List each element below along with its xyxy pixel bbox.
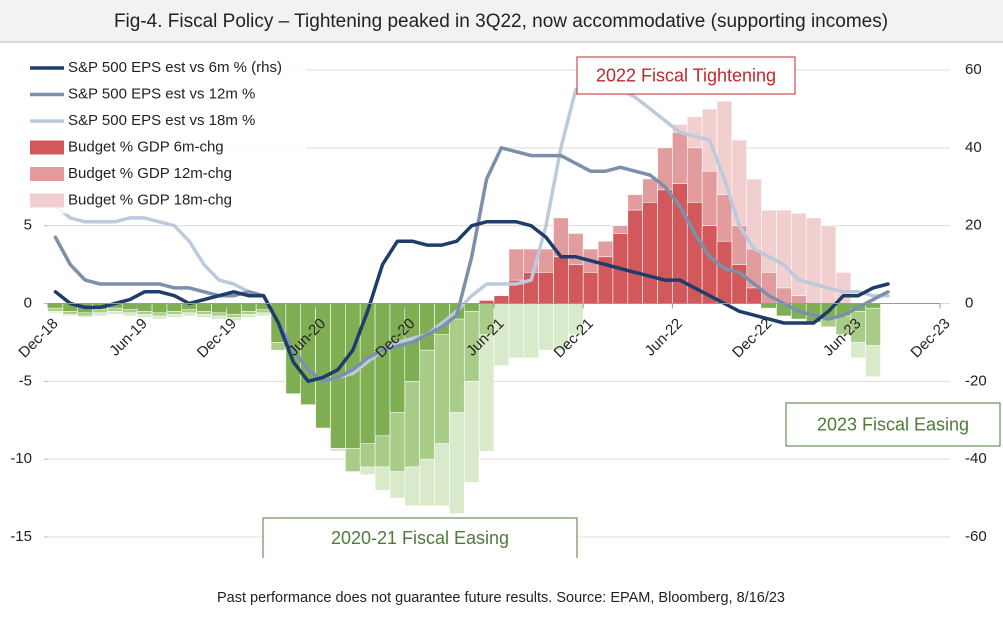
annotation-box <box>262 517 578 558</box>
bar <box>196 303 212 312</box>
bar <box>151 303 168 314</box>
line <box>53 220 890 384</box>
bar <box>627 209 643 304</box>
annotations: 2022 Fiscal Tightening 2023 Fiscal Easing… <box>262 56 1001 558</box>
footer: Past performance does not guarantee futu… <box>217 590 785 606</box>
x-tick-label: Jun-22 <box>642 315 686 359</box>
legend: S&P 500 EPS est vs 6m % (rhs) S&P 500 EPS… <box>26 56 306 214</box>
x-tick-label: Dec-22 <box>729 315 775 361</box>
annotation-bg <box>263 518 577 558</box>
y2-tick-label: -40 <box>965 450 987 467</box>
y-tick-label: -15 <box>10 528 32 545</box>
bar <box>493 295 510 304</box>
bar <box>136 303 153 312</box>
y2-tick-label: 60 <box>965 61 982 78</box>
bar <box>761 303 777 309</box>
legend-label: Budget % GDP 18m-chg <box>68 191 232 208</box>
bar <box>240 303 257 312</box>
legend-label: S&P 500 EPS est vs 6m % (rhs) <box>68 59 282 76</box>
legend-bg <box>26 82 306 108</box>
bar <box>642 202 658 304</box>
bar <box>211 303 227 314</box>
annotation-box <box>785 402 1001 447</box>
legend-label: Budget % GDP 12m-chg <box>68 165 232 182</box>
y-tick-label: 0 <box>24 294 32 311</box>
legend-label: S&P 500 EPS est vs 18m % <box>68 112 255 129</box>
x-tick-label: Dec-18 <box>15 315 61 361</box>
annotation-text: 2022 Fiscal Tightening <box>596 65 776 85</box>
bar <box>538 303 554 351</box>
x-tick-label: Dec-23 <box>907 315 953 361</box>
bar <box>553 256 569 304</box>
bar <box>538 272 554 304</box>
bar <box>508 303 525 359</box>
bar <box>657 189 673 304</box>
y-tick-label: -10 <box>10 450 32 467</box>
legend-label: S&P 500 EPS est vs 12m % <box>68 85 255 102</box>
annotation-text: 2023 Fiscal Easing <box>817 414 969 434</box>
x-tick-label: Jun-19 <box>106 315 150 359</box>
bar <box>865 303 881 346</box>
y2-tick-label: 0 <box>965 294 973 311</box>
bar <box>122 303 138 311</box>
line <box>53 146 890 384</box>
bar <box>419 303 435 351</box>
bar <box>805 217 822 304</box>
bar <box>791 295 807 304</box>
annotation-text: 2020-21 Fiscal Easing <box>331 528 509 548</box>
legend-bg <box>26 135 306 161</box>
bar <box>820 225 837 304</box>
legend-swatch <box>30 193 64 208</box>
bar <box>463 303 480 312</box>
y-tick-label: 5 <box>24 217 32 234</box>
bar <box>47 303 64 309</box>
bar <box>791 212 807 304</box>
chart-title: Fig-4. Fiscal Policy – Tightening peaked… <box>114 11 888 32</box>
legend-bg <box>26 56 306 81</box>
bar <box>226 303 242 315</box>
bar <box>166 303 183 312</box>
bar <box>568 264 584 304</box>
legend-bg <box>26 188 306 214</box>
y2-tick-label: 20 <box>965 217 982 234</box>
y2-tick-label: -60 <box>965 528 987 545</box>
bar <box>716 240 733 304</box>
bars <box>47 100 881 514</box>
legend-bg <box>26 162 306 187</box>
title-bar <box>0 0 1003 42</box>
bar <box>523 303 539 359</box>
x-tick-label: Dec-19 <box>194 315 240 361</box>
legend-label: Budget % GDP 6m-chg <box>68 138 224 155</box>
y2-tick-label: 40 <box>965 139 982 156</box>
bar <box>374 303 391 437</box>
legend-swatch <box>30 167 64 181</box>
lines <box>53 79 890 384</box>
bar <box>582 272 599 304</box>
legend-swatch <box>30 140 64 155</box>
line <box>53 79 890 384</box>
y-tick-label: -5 <box>19 372 32 389</box>
legend-bg <box>26 109 306 134</box>
annotation-box <box>576 56 796 95</box>
y2-tick-label: -20 <box>965 372 987 389</box>
